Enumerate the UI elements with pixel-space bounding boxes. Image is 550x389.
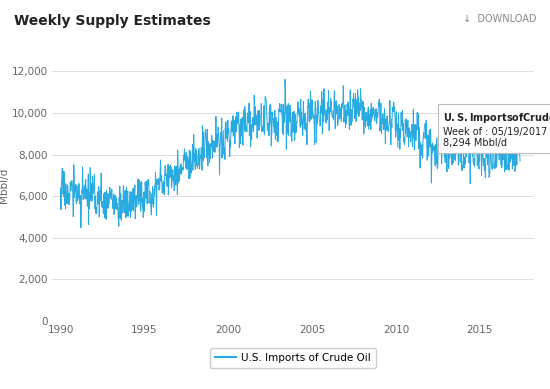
Legend: U.S. Imports of Crude Oil: U.S. Imports of Crude Oil: [210, 348, 376, 368]
Text: $\bf{U.S. Imports of Crude Oil}$
Week of : 05/19/2017
8,294 Mbbl/d: $\bf{U.S. Imports of Crude Oil}$ Week of…: [443, 111, 550, 148]
Text: ↓  DOWNLOAD: ↓ DOWNLOAD: [463, 14, 536, 24]
Y-axis label: Mbbl/d: Mbbl/d: [0, 168, 9, 203]
Text: Weekly Supply Estimates: Weekly Supply Estimates: [14, 14, 211, 28]
